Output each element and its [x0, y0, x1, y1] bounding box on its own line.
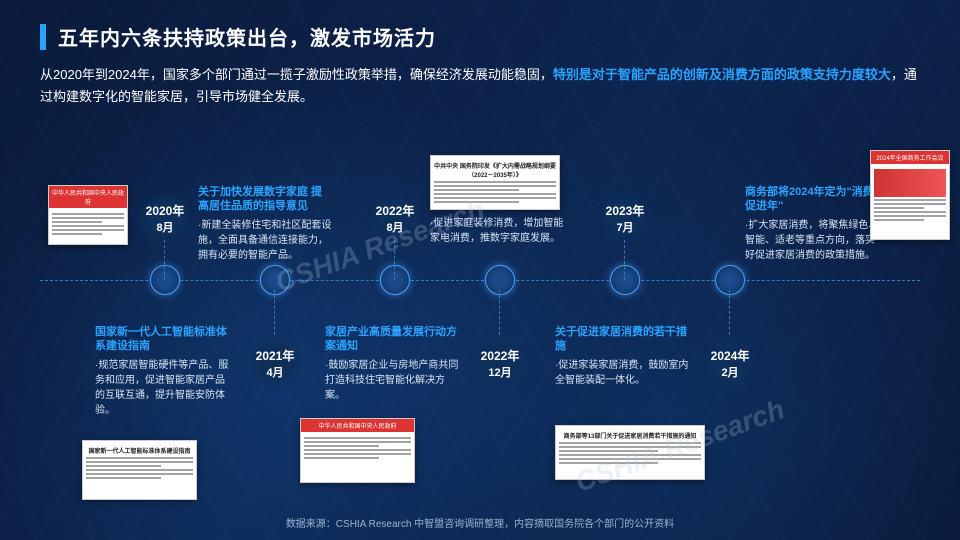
timeline-event: 国家新一代人工智能标准体系建设指南·规范家居智能硬件等产品、服务和应用，促进智能…: [95, 325, 230, 418]
document-thumbnail: 国家新一代人工智能标准体系建设指南: [82, 440, 197, 500]
intro-pre: 从2020年到2024年，国家多个部门通过一揽子激励性政策举措，确保经济发展动能…: [40, 67, 553, 82]
timeline-date: 2021年4月: [247, 335, 303, 391]
timeline-event: 关于加快发展数字家庭 提高居住品质的指导意见·新建全装修住宅和社区配套设施，全面…: [198, 185, 333, 263]
timeline-date: 2023年7月: [597, 190, 653, 246]
intro-text: 从2020年到2024年，国家多个部门通过一揽子激励性政策举措，确保经济发展动能…: [40, 64, 920, 108]
timeline-node: [485, 265, 515, 295]
title-bar: 五年内六条扶持政策出台，激发市场活力: [40, 22, 436, 51]
timeline-date: 2024年2月: [702, 335, 758, 391]
connector: [164, 240, 165, 280]
title-accent: [40, 24, 46, 50]
timeline-node: [150, 265, 180, 295]
timeline-node: [715, 265, 745, 295]
connector: [394, 240, 395, 280]
timeline-date: 2022年8月: [367, 190, 423, 246]
footer-source: 数据来源：CSHIA Research 中智盟咨询调研整理，内容摘取国务院各个部…: [0, 515, 960, 530]
timeline-date: 2022年12月: [472, 335, 528, 391]
document-thumbnail: 中华人民共和国中央人民政府: [48, 185, 128, 245]
document-thumbnail: 中共中央 国务院印发《扩大内需战略规划纲要（2022－2035年）》: [430, 155, 560, 210]
connector: [729, 290, 730, 335]
timeline-event: 家居产业高质量发展行动方案通知·鼓励家居企业与房地产商共同打造科技住宅智能化解决…: [325, 325, 460, 403]
timeline-node: [610, 265, 640, 295]
page-title: 五年内六条扶持政策出台，激发市场活力: [58, 22, 436, 51]
timeline-event: 商务部将2024年定为"消费促进年"·扩大家居消费，将聚焦绿色、智能、适老等重点…: [745, 185, 880, 263]
timeline-date: 2020年8月: [137, 190, 193, 246]
intro-highlight: 特别是对于智能产品的创新及消费方面的政策支持力度较大: [553, 67, 891, 82]
document-thumbnail: 中华人民共和国中央人民政府: [300, 418, 415, 483]
connector: [499, 290, 500, 335]
connector: [624, 240, 625, 280]
timeline-event: 关于促进家居消费的若干措施·促进家装家居消费，鼓励室内全智能装配一体化。: [555, 325, 690, 388]
timeline-node: [260, 265, 290, 295]
document-thumbnail: 2024年全国商务工作会议: [870, 150, 950, 240]
connector: [274, 290, 275, 335]
timeline-node: [380, 265, 410, 295]
document-thumbnail: 商务部等13部门关于促进家居消费若干措施的通知: [555, 425, 705, 480]
